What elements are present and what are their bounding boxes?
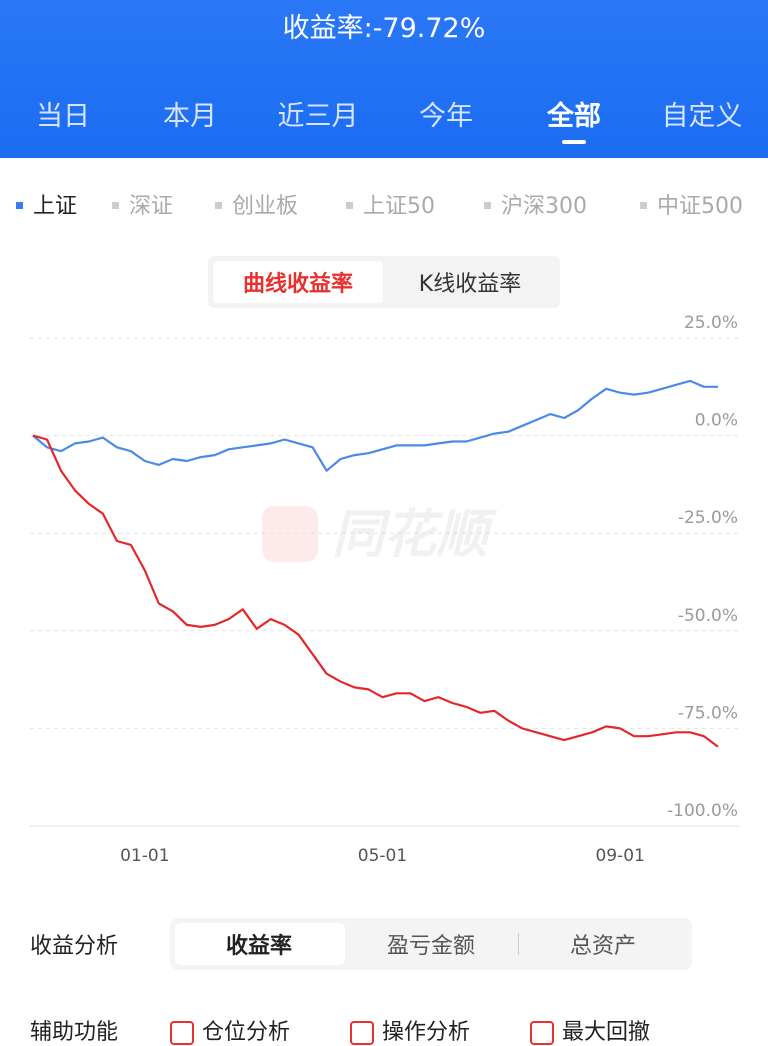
analysis-label: 收益分析	[30, 934, 119, 959]
segment-divider	[518, 933, 519, 955]
watermark-logo	[262, 506, 318, 562]
index-label: 上证50	[363, 194, 435, 219]
index-tab[interactable]: 上证50	[346, 188, 435, 220]
period-tab[interactable]: 近三月	[277, 101, 359, 132]
segment-pill	[175, 923, 345, 965]
chart-toggle-option[interactable]: K线收益率	[418, 272, 522, 297]
x-tick-label: 05-01	[358, 846, 407, 866]
analysis-option[interactable]: 盈亏金额	[386, 934, 476, 959]
index-swatch	[346, 201, 353, 209]
analysis-option[interactable]: 总资产	[569, 934, 637, 959]
index-swatch	[640, 201, 647, 209]
index-tab[interactable]: 创业板	[215, 188, 298, 220]
index-label: 上证	[33, 194, 78, 219]
index-swatch	[112, 201, 119, 209]
tool-label: 操作分析	[382, 1020, 471, 1045]
series-line	[32, 434, 719, 748]
active-tab-indicator	[562, 140, 586, 144]
y-tick-label: -75.0%	[678, 703, 738, 723]
period-tab[interactable]: 全部	[547, 101, 601, 132]
index-label: 中证500	[657, 194, 743, 219]
index-label: 沪深300	[501, 194, 587, 219]
checkbox[interactable]	[170, 1021, 194, 1045]
analysis-option[interactable]: 收益率	[225, 934, 293, 959]
period-tab[interactable]: 今年	[419, 101, 473, 132]
tool-label: 最大回撤	[562, 1020, 651, 1045]
tool-option[interactable]: 仓位分析	[170, 1014, 290, 1046]
index-label: 创业板	[232, 194, 299, 219]
period-tab[interactable]: 本月	[163, 101, 217, 132]
index-label: 深证	[129, 194, 174, 219]
watermark: 同花顺	[332, 505, 498, 565]
period-tab[interactable]: 当日	[36, 101, 90, 132]
series-line	[32, 379, 718, 472]
tool-label: 仓位分析	[202, 1020, 291, 1045]
y-tick-label: 25.0%	[684, 313, 738, 333]
index-swatch	[484, 201, 491, 209]
checkbox[interactable]	[350, 1021, 374, 1045]
tool-option[interactable]: 最大回撤	[530, 1014, 650, 1046]
y-tick-label: 0.0%	[695, 411, 738, 431]
tool-option[interactable]: 操作分析	[350, 1014, 470, 1046]
title: 收益率:-79.72%	[282, 13, 486, 44]
index-tab[interactable]: 沪深300	[484, 188, 587, 220]
x-tick-label: 01-01	[120, 846, 169, 866]
index-tab[interactable]: 深证	[112, 188, 173, 220]
period-tab[interactable]: 自定义	[661, 101, 743, 132]
checkbox[interactable]	[530, 1021, 554, 1045]
header: 收益率:-79.72% 当日 本月 近三月 今年 全部 自定义	[0, 0, 768, 158]
x-tick-label: 09-01	[595, 846, 644, 866]
tools-label: 辅助功能	[30, 1020, 119, 1045]
index-swatch	[16, 201, 23, 209]
y-tick-label: -50.0%	[678, 606, 738, 626]
index-swatch	[215, 201, 222, 209]
toggle-pill	[213, 261, 383, 303]
y-tick-label: -100.0%	[667, 801, 738, 821]
y-tick-label: -25.0%	[678, 508, 738, 528]
index-tab[interactable]: 中证500	[640, 188, 743, 220]
index-tab[interactable]: 上证	[16, 188, 77, 220]
chart-toggle-option[interactable]: 曲线收益率	[242, 272, 354, 297]
